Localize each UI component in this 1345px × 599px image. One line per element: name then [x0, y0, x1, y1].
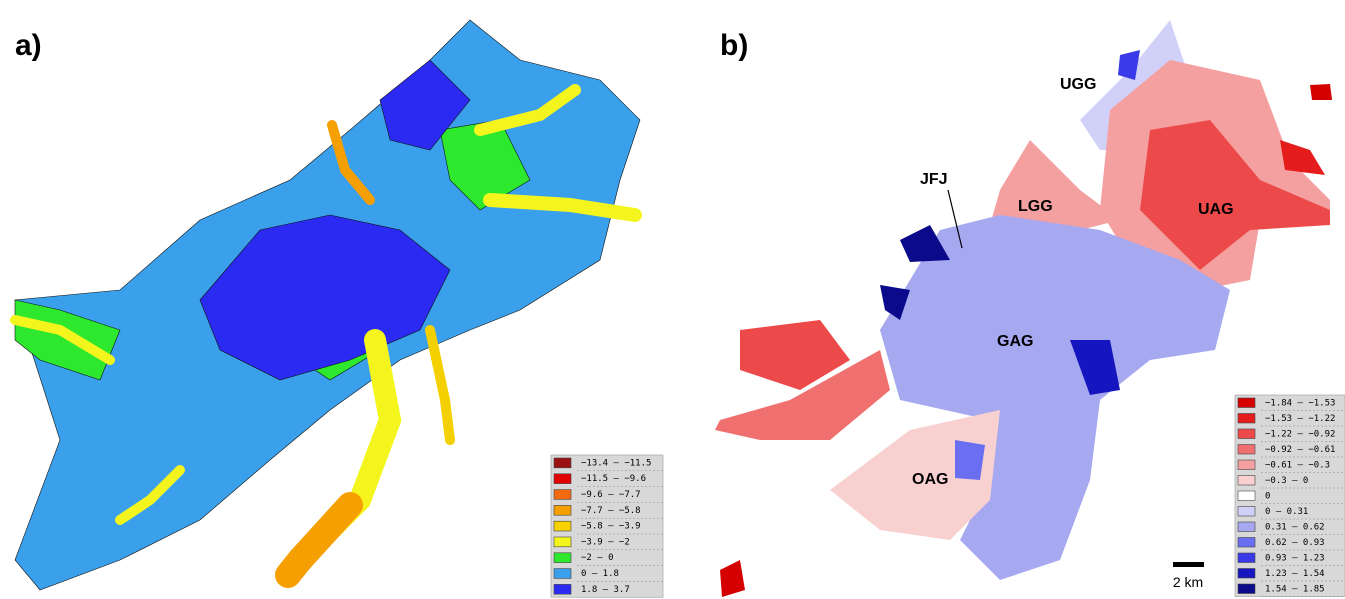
glacier-label: UAG	[1198, 201, 1234, 218]
scale-bar	[1173, 562, 1204, 567]
figure: a) b) UGG JFJ LGG UAG GAG OAG 2 km −13.4…	[0, 0, 1345, 599]
legend-label: −0.3 – 0	[1265, 476, 1308, 486]
legend-swatch	[554, 584, 571, 594]
legend-swatch	[1238, 491, 1255, 501]
legend-swatch	[1238, 445, 1255, 455]
legend-swatch	[554, 553, 571, 563]
legend-swatch	[1238, 553, 1255, 563]
legend-swatch	[554, 505, 571, 515]
glacier-label: OAG	[912, 471, 948, 488]
legend-label: 1.54 – 1.85	[1265, 584, 1325, 594]
legend-swatch	[1238, 476, 1255, 486]
legend-label: −5.8 – −3.9	[581, 522, 641, 532]
legend-label: −0.61 – −0.3	[1265, 460, 1330, 470]
glacier-tongue	[288, 505, 350, 575]
legend-label: −13.4 – −11.5	[581, 458, 651, 468]
glacier-label: LGG	[1018, 198, 1053, 215]
legend-swatch	[554, 569, 571, 579]
legend-swatch	[1238, 569, 1255, 579]
legend-swatch	[1238, 584, 1255, 594]
legend-label: −7.7 – −5.8	[581, 506, 641, 516]
legend-label: −2 – 0	[581, 553, 614, 563]
legend-label: 0	[1265, 491, 1270, 501]
page: a) b) UGG JFJ LGG UAG GAG OAG 2 km −13.4…	[0, 0, 1345, 599]
legend-swatch	[1238, 522, 1255, 532]
glacier-label: UGG	[1060, 76, 1096, 93]
legend-label: 1.8 – 3.7	[581, 585, 630, 595]
legend-label: 0 – 0.31	[1265, 507, 1308, 517]
legend-label: 1.23 – 1.54	[1265, 569, 1325, 579]
legend-label: −1.84 – −1.53	[1265, 398, 1335, 408]
glacier-area	[1280, 140, 1325, 175]
legend-label: 0.31 – 0.62	[1265, 522, 1325, 532]
panel-label: a)	[15, 29, 42, 62]
glacier-area	[955, 440, 985, 480]
legend-swatch	[554, 490, 571, 500]
glacier-label: GAG	[997, 333, 1033, 350]
legend-label: −1.53 – −1.22	[1265, 414, 1335, 424]
legend-swatch	[1238, 414, 1255, 424]
legend-swatch	[1238, 507, 1255, 517]
legend-label: 0.62 – 0.93	[1265, 538, 1325, 548]
glacier-label: JFJ	[920, 171, 948, 188]
scale-label: 2 km	[1173, 574, 1203, 590]
legend-label: 0.93 – 1.23	[1265, 553, 1325, 563]
glacier-area	[1310, 84, 1332, 100]
legend-label: −3.9 – −2	[581, 537, 630, 547]
legend-swatch	[1238, 398, 1255, 408]
legend-swatch	[554, 521, 571, 531]
legend-swatch	[1238, 429, 1255, 439]
legend-label: 0 – 1.8	[581, 569, 619, 579]
legend-swatch	[1238, 460, 1255, 470]
panel-label: b)	[720, 29, 748, 62]
legend-swatch	[554, 537, 571, 547]
legend-swatch	[554, 458, 571, 468]
map-a	[15, 20, 640, 590]
legend-swatch	[1238, 538, 1255, 548]
legend-label: −0.92 – −0.61	[1265, 445, 1335, 455]
legend-label: −11.5 – −9.6	[581, 474, 646, 484]
legend-label: −9.6 – −7.7	[581, 490, 641, 500]
glacier-tongue	[430, 330, 450, 440]
legend-swatch	[554, 474, 571, 484]
legend-label: −1.22 – −0.92	[1265, 429, 1335, 439]
glacier-area	[720, 560, 745, 597]
